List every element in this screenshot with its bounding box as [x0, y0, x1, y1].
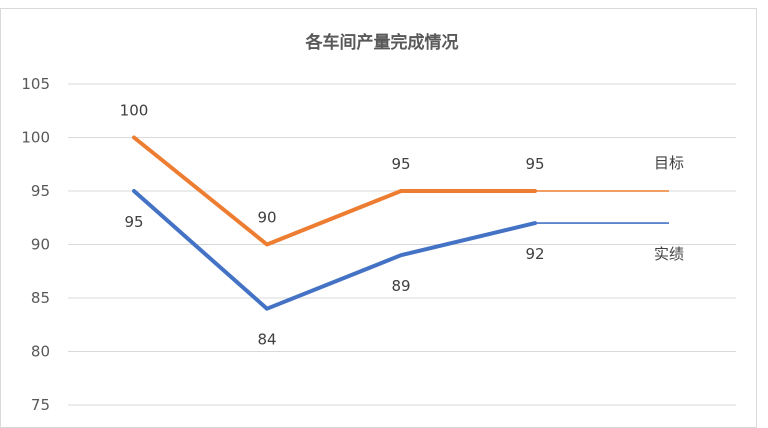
series-line-1[interactable]	[132, 189, 537, 311]
y-tick-label: 105	[21, 75, 50, 93]
series-line-0[interactable]	[132, 135, 537, 247]
data-label-blue: 89	[391, 277, 410, 295]
data-label-blue: 84	[257, 331, 276, 349]
y-tick-label: 75	[31, 396, 50, 414]
y-tick-label: 100	[21, 129, 50, 147]
data-label-orange: 95	[391, 155, 410, 173]
y-tick-label: 95	[31, 182, 50, 200]
gridlines	[68, 83, 736, 406]
y-tick-label: 80	[31, 343, 50, 361]
data-label-orange: 95	[525, 155, 544, 173]
y-tick-label: 85	[31, 289, 50, 307]
series-lines	[132, 135, 669, 311]
data-label-orange: 100	[120, 102, 149, 120]
chart-area[interactable]	[0, 8, 757, 428]
series-name-label: 目标	[654, 154, 684, 172]
chart-title: 各车间产量完成情况	[305, 32, 459, 53]
series-name-label: 实绩	[654, 245, 684, 263]
data-label-orange: 90	[257, 209, 276, 227]
y-tick-label: 90	[31, 236, 50, 254]
data-label-blue: 92	[525, 245, 544, 263]
y-axis-ticks: 105 100 95 90 85 80 75	[21, 75, 50, 414]
data-label-blue: 95	[124, 213, 143, 231]
